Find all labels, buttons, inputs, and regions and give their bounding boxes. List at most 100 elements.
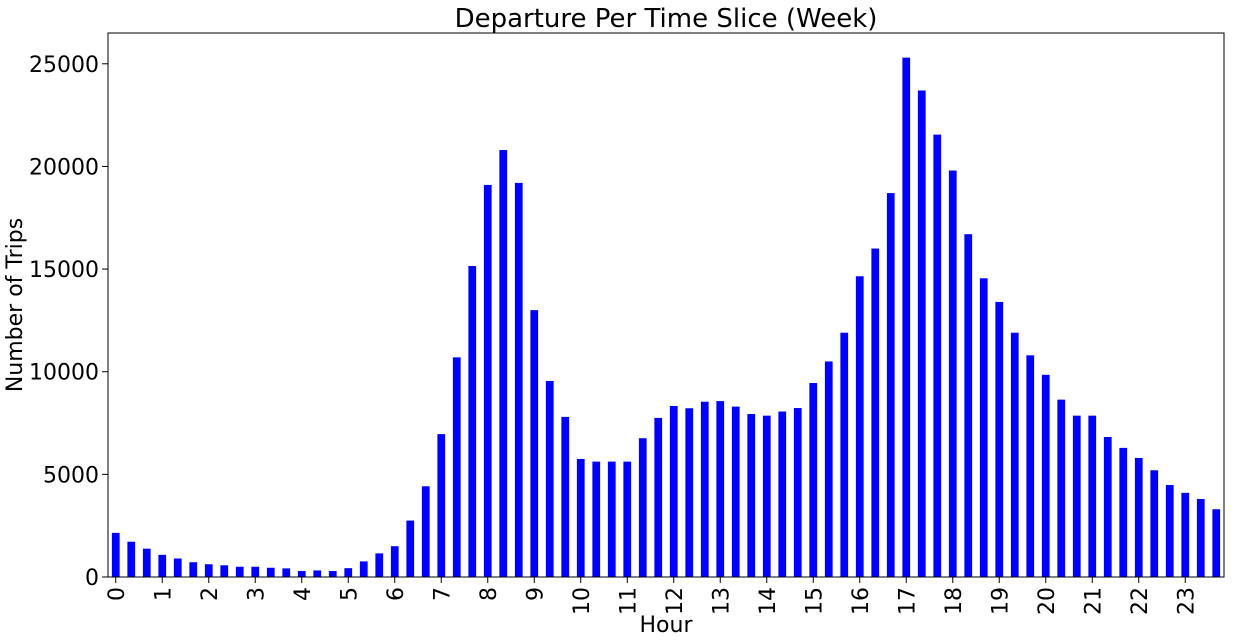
- bar: [1212, 509, 1221, 577]
- x-tick-label: 3: [244, 587, 269, 601]
- x-tick-label: 0: [105, 587, 130, 601]
- bar: [886, 193, 895, 577]
- bar: [576, 458, 585, 577]
- bar: [452, 357, 461, 577]
- bar: [344, 568, 353, 577]
- bar: [499, 150, 508, 577]
- bars-group: [111, 57, 1221, 578]
- bar: [359, 561, 368, 577]
- bar: [902, 57, 911, 577]
- bar: [1088, 415, 1097, 577]
- bar: [313, 570, 322, 577]
- bar: [468, 266, 477, 577]
- bar: [964, 234, 973, 577]
- bar: [654, 417, 663, 577]
- bar: [1165, 485, 1174, 577]
- bar: [127, 541, 136, 577]
- bar: [793, 408, 802, 577]
- x-tick-label: 20: [1035, 587, 1060, 615]
- x-tick-label: 23: [1174, 587, 1199, 615]
- bar: [158, 554, 167, 577]
- y-tick-label: 5000: [43, 463, 99, 488]
- bar: [700, 401, 709, 577]
- x-tick-label: 13: [709, 587, 734, 615]
- bar: [592, 461, 601, 577]
- bar: [747, 414, 756, 577]
- bar: [979, 278, 988, 577]
- bar: [235, 566, 244, 577]
- y-tick-label: 20000: [29, 155, 99, 180]
- y-tick-label: 25000: [29, 53, 99, 78]
- bar: [1072, 415, 1081, 577]
- x-tick-label: 2: [198, 587, 223, 601]
- bar: [809, 383, 818, 577]
- chart-title: Departure Per Time Slice (Week): [455, 4, 878, 34]
- bar: [871, 248, 880, 578]
- bar: [762, 415, 771, 577]
- bar: [607, 461, 616, 577]
- bar: [390, 546, 399, 577]
- y-tick-label: 15000: [29, 258, 99, 283]
- bar: [266, 567, 275, 577]
- x-tick-label: 21: [1081, 587, 1106, 615]
- bar: [638, 438, 647, 577]
- x-tick-label: 12: [663, 587, 688, 615]
- bar: [297, 571, 306, 577]
- bar: [623, 461, 632, 577]
- x-tick-label: 10: [570, 587, 595, 615]
- bar: [1181, 492, 1190, 577]
- x-tick-label: 7: [430, 587, 455, 601]
- bar: [173, 558, 182, 577]
- bar: [1041, 374, 1050, 577]
- bar: [483, 184, 492, 577]
- bar: [1057, 399, 1066, 577]
- bar: [406, 520, 415, 577]
- x-tick-label: 11: [616, 587, 641, 615]
- x-tick-label: 22: [1128, 587, 1153, 615]
- bar: [375, 553, 384, 577]
- x-tick-label: 17: [895, 587, 920, 615]
- bar: [1119, 447, 1128, 577]
- x-axis-label: Hour: [640, 613, 694, 638]
- x-tick-label: 6: [384, 587, 409, 601]
- x-tick-label: 19: [988, 587, 1013, 615]
- bar: [530, 310, 539, 577]
- x-tick-label: 16: [849, 587, 874, 615]
- x-tick-label: 15: [802, 587, 827, 615]
- bar: [1150, 470, 1159, 577]
- bar: [251, 566, 260, 577]
- bar: [840, 332, 849, 577]
- bar: [514, 182, 523, 578]
- x-tick-label: 4: [291, 587, 316, 601]
- bar: [948, 170, 957, 578]
- bar: [142, 548, 151, 577]
- y-tick-label: 0: [85, 566, 99, 591]
- bar: [685, 408, 694, 577]
- bar: [716, 401, 725, 577]
- bar: [220, 565, 229, 577]
- bar: [1010, 332, 1019, 577]
- bar: [204, 564, 213, 577]
- x-tick-label: 18: [942, 587, 967, 615]
- bar: [1134, 457, 1143, 577]
- y-tick-label: 10000: [29, 361, 99, 386]
- bar: [917, 90, 926, 577]
- x-tick-label: 8: [477, 587, 502, 601]
- plot-frame: [107, 32, 1225, 578]
- bar: [437, 434, 446, 577]
- bar: [1026, 355, 1035, 577]
- bar: [731, 406, 740, 577]
- bar: [824, 361, 833, 577]
- bar: [421, 486, 430, 577]
- bar: [545, 380, 554, 577]
- bar: [328, 571, 337, 577]
- bar: [669, 406, 678, 577]
- x-tick-label: 1: [151, 587, 176, 601]
- bar: [1103, 437, 1112, 577]
- bar: [282, 568, 291, 577]
- y-axis-label: Number of Trips: [3, 218, 28, 392]
- bar: [778, 411, 787, 577]
- bar: [1196, 498, 1205, 577]
- bar: [561, 416, 570, 577]
